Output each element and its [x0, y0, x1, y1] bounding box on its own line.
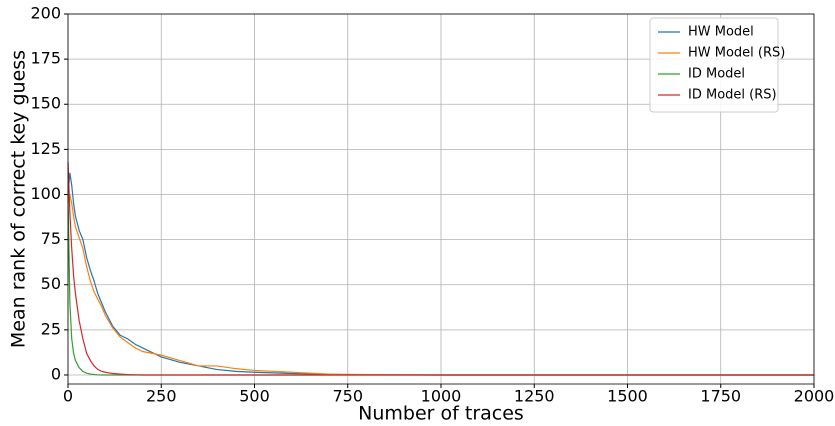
- x-tick-label: 0: [63, 387, 73, 406]
- x-tick-label: 1000: [421, 387, 462, 406]
- y-tick-label: 175: [30, 49, 61, 68]
- line-series: [67, 172, 814, 376]
- legend-label: ID Model (RS): [688, 88, 777, 103]
- x-tick-label: 1750: [700, 387, 741, 406]
- legend-label: ID Model: [688, 67, 745, 82]
- y-tick-label: 150: [30, 94, 61, 113]
- y-axis-label: Mean rank of correct key guess: [8, 50, 30, 348]
- y-tick-label: 0: [51, 364, 61, 383]
- y-tick-label: 200: [30, 4, 61, 23]
- x-tick-label: 1250: [514, 387, 555, 406]
- x-tick-label: 1500: [607, 387, 648, 406]
- x-tick-label: 250: [146, 387, 177, 406]
- y-tick-label: 25: [41, 319, 61, 338]
- line-series: [67, 161, 814, 376]
- x-tick-label: 750: [332, 387, 363, 406]
- y-tick-label: 50: [41, 274, 61, 293]
- x-tick-label: 500: [239, 387, 270, 406]
- x-tick-label: 2000: [794, 387, 835, 406]
- legend-box: [649, 17, 779, 113]
- legend-label: HW Model (RS): [688, 46, 785, 61]
- x-axis-label: Number of traces: [358, 403, 524, 425]
- y-tick-label: 100: [30, 184, 61, 203]
- plot-frame: [67, 13, 815, 385]
- legend-label: HW Model: [688, 25, 754, 40]
- line-series: [67, 194, 814, 376]
- y-tick-label: 125: [30, 139, 61, 158]
- y-tick-label: 75: [41, 229, 61, 248]
